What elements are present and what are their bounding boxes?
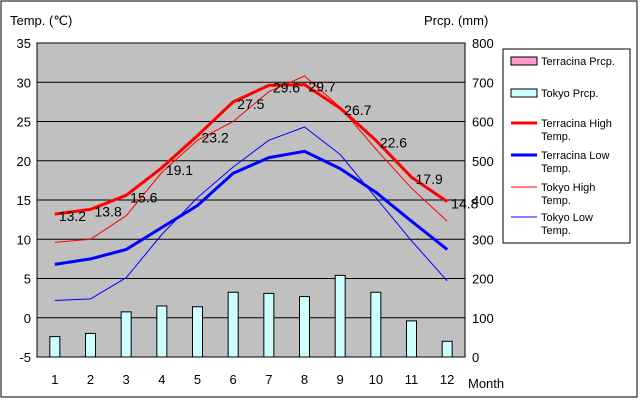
legend: Terracina Prcp. Tokyo Prcp. Terracina High… [502,48,631,244]
data-labels: 13.2 13.8 15.6 19.1 23.2 27.5 29.6 29.7 26.7 22.6… [59,79,479,225]
precip-bar [120,311,132,358]
y-left-tick-label: 15 [17,193,31,208]
legend-label: Terracina Prcp. [541,56,615,68]
precipitation-bars [49,274,453,358]
x-tick-label: 10 [369,372,383,387]
y-right-tick-label: 0 [472,350,479,365]
terracina-low-temp-line [54,149,449,266]
y-left-tick-label: 0 [24,311,31,326]
precip-bar [334,274,346,358]
legend-swatch [510,56,538,66]
data-label: 27.5 [237,96,264,112]
data-label: 23.2 [202,130,229,146]
y-right-tick-label: 800 [472,36,494,51]
y-left-tick-label: 5 [24,272,31,287]
legend-label: Temp. [541,131,571,143]
y-right-tick-label: 100 [472,311,494,326]
data-label: 29.7 [309,79,336,95]
data-label: 14.8 [451,196,478,212]
axis-ticks: -505101520253035010020030040050060070080… [17,36,494,387]
x-tick-label: 12 [440,372,454,387]
x-tick-label: 7 [265,372,272,387]
precip-bar [85,332,96,358]
precip-bar [263,292,275,358]
y-right-tick-label: 600 [472,115,494,130]
temperature-lines [54,75,449,301]
y-right-tick-label: 200 [472,272,494,287]
y-left-tick-label: -5 [19,350,31,365]
x-tick-label: 4 [158,372,165,387]
legend-label: Temp. [541,195,571,207]
legend-label: Tokyo Prcp. [541,88,598,100]
legend-swatch [510,88,538,98]
y-right-axis-title: Prcp. (mm) [424,13,488,28]
y-left-tick-label: 30 [17,75,31,90]
precip-bar [441,340,453,358]
y-left-axis-title: Temp. (℃) [10,13,72,28]
x-tick-label: 11 [405,372,419,387]
precip-bar [370,291,382,358]
x-tick-label: 6 [230,372,237,387]
tokyo-high-temp-line [54,75,448,243]
precip-bar [299,296,310,358]
precip-bar [49,336,61,358]
x-tick-label: 5 [194,372,201,387]
x-axis-title: Month [468,376,504,391]
tokyo-low-temp-line [54,126,448,301]
data-label: 19.1 [166,162,193,178]
y-left-tick-label: 20 [17,154,31,169]
legend-label: Temp. [541,163,571,175]
x-tick-label: 2 [87,372,94,387]
data-label: 22.6 [380,134,407,150]
legend-label: Terracina High [541,118,612,130]
x-tick-label: 9 [337,372,344,387]
x-tick-label: 3 [123,372,130,387]
data-label: 26.7 [344,102,371,118]
data-label: 29.6 [273,79,300,95]
y-right-tick-label: 700 [472,75,494,90]
y-left-tick-label: 25 [17,115,31,130]
y-left-tick-label: 35 [17,36,31,51]
precip-bar [192,306,203,358]
precip-bar [156,305,168,358]
data-label: 17.9 [416,171,443,187]
legend-label: Terracina Low [541,150,610,162]
data-label: 15.6 [130,189,157,205]
terracina-high-temp-line [54,83,449,216]
x-tick-label: 8 [301,372,308,387]
precip-bar [406,320,417,358]
legend-label: Tokyo Low [541,212,593,224]
y-right-tick-label: 400 [472,193,494,208]
legend-box [502,48,631,244]
y-left-tick-label: 10 [17,232,31,247]
legend-label: Temp. [541,225,571,237]
precip-bar [227,291,239,358]
legend-label: Tokyo High [541,182,595,194]
data-label: 13.2 [59,208,86,224]
x-tick-label: 1 [51,372,58,387]
y-right-tick-label: 300 [472,232,494,247]
y-right-tick-label: 500 [472,154,494,169]
data-label: 13.8 [95,203,122,219]
